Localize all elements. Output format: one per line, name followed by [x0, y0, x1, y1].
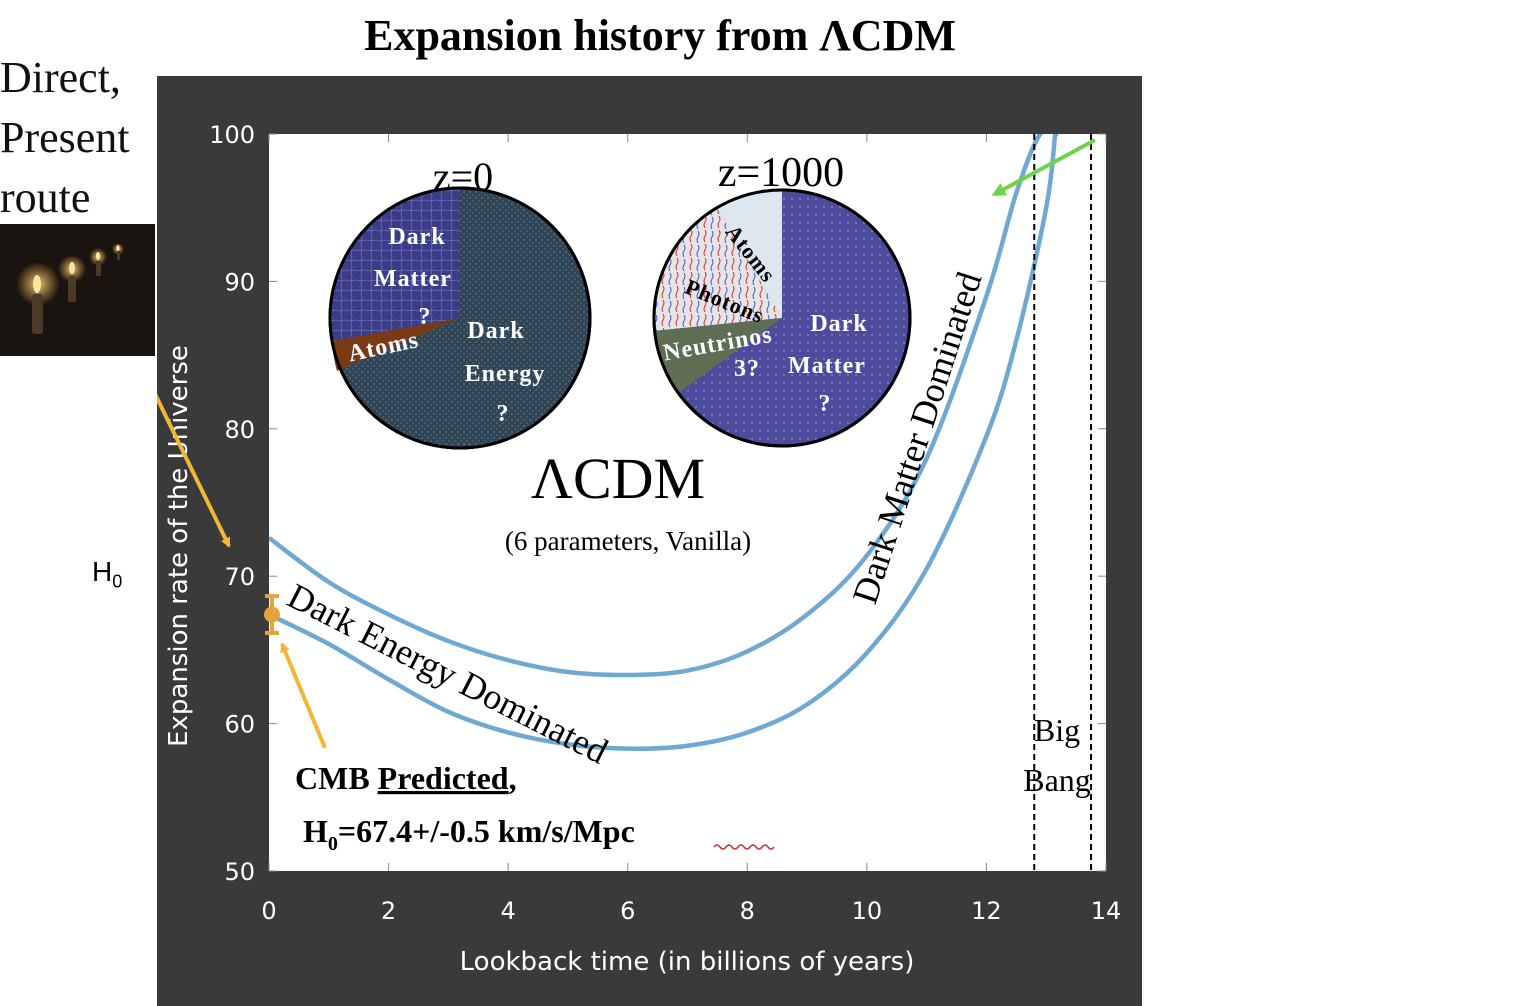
spellcheck-underline [713, 844, 775, 850]
side-label-line-3: route [0, 173, 91, 222]
series-line-1 [269, 134, 1059, 678]
pie-z1000-atoms [717, 190, 782, 318]
cmb-arrow [280, 642, 327, 749]
pie-z1000: z=1000 Atoms Photons Neutrinos 3? Dark M… [652, 150, 912, 448]
pie-z1000-neutrinos [654, 318, 782, 394]
y-tick-label: 80 [224, 416, 255, 444]
h0-label-sub: 0 [112, 571, 123, 592]
y-tick-label: 60 [224, 711, 255, 739]
pie-z0-word-dark2: Dark [467, 318, 524, 344]
y-tick-label: 100 [209, 121, 255, 149]
side-label: Direct, Present route [0, 48, 130, 228]
x-tick-label: 6 [620, 897, 635, 925]
pie-z1000-label: z=1000 [718, 150, 844, 196]
x-tick-label: 8 [740, 897, 755, 925]
y-tick-label: 50 [224, 858, 255, 886]
y-tick-label: 70 [224, 563, 255, 591]
x-tick-label: 12 [971, 897, 1002, 925]
pie-z0-word-energy: Energy [465, 361, 546, 387]
pie-z0-word-q1: ? [419, 304, 432, 330]
x-axis-title: Lookback time (in billions of years) [460, 947, 915, 977]
x-tick-label: 10 [852, 897, 883, 925]
page-title: Expansion history from ΛCDM [364, 11, 956, 60]
h0-marker [263, 606, 280, 623]
pie-z1000-word-matter: Matter [788, 353, 866, 379]
pie-z1000-word-dark: Dark [810, 311, 867, 337]
pie-z1000-word-q: ? [819, 391, 832, 417]
x-tick-label: 2 [381, 897, 396, 925]
pie-z1000-word-3q: 3? [734, 356, 760, 382]
series-line-2 [269, 134, 1058, 751]
side-label-line-2: Present [0, 113, 130, 162]
axis-ticks [268, 133, 1107, 872]
pie-z0: z=0 Dark Matter ? Atoms Dark Energy ? [328, 154, 592, 450]
side-label-line-1: Direct, [0, 53, 121, 102]
expansion-chart: 0 2 4 6 8 10 12 14 50 60 70 80 90 100 Lookback time … [157, 121, 1121, 977]
cmb-predicted-line-1: CMB Predicted, [295, 760, 517, 796]
big-bang-label-1: Big [1034, 712, 1080, 748]
y-tick-label: 90 [224, 268, 255, 296]
direct-route-arrow [157, 393, 231, 548]
cmb-predicted-line-2: H0=67.4+/-0.5 km/s/Mpc [303, 813, 635, 855]
x-tick-labels: 0 2 4 6 8 10 12 14 [261, 897, 1121, 925]
y-axis-title: Expansion rate of the Universe [164, 345, 194, 747]
h0-label: H0 [92, 556, 122, 593]
big-bang-label-2: Bang [1023, 762, 1091, 798]
x-tick-label: 0 [261, 897, 276, 925]
candles-photo [0, 224, 155, 356]
pie-z0-word-q2: ? [497, 401, 510, 427]
lcdm-sublabel: (6 parameters, Vanilla) [505, 526, 751, 556]
big-bang-lines [1033, 134, 1093, 871]
pie-z0-atoms [332, 318, 460, 371]
green-arrow [991, 138, 1096, 196]
x-tick-label: 14 [1091, 897, 1122, 925]
y-tick-labels: 50 60 70 80 90 100 [209, 121, 255, 886]
x-tick-label: 4 [501, 897, 516, 925]
pie-z0-word-dark: Dark [388, 224, 445, 250]
pie-z1000-photons [653, 208, 782, 331]
lcdm-label: ΛCDM [531, 446, 705, 511]
pie-z0-dark-matter [329, 188, 460, 341]
h0-label-main: H [92, 556, 113, 587]
pie-z0-word-matter: Matter [374, 266, 452, 292]
h0-point [263, 594, 280, 635]
series-layer [269, 134, 1059, 751]
